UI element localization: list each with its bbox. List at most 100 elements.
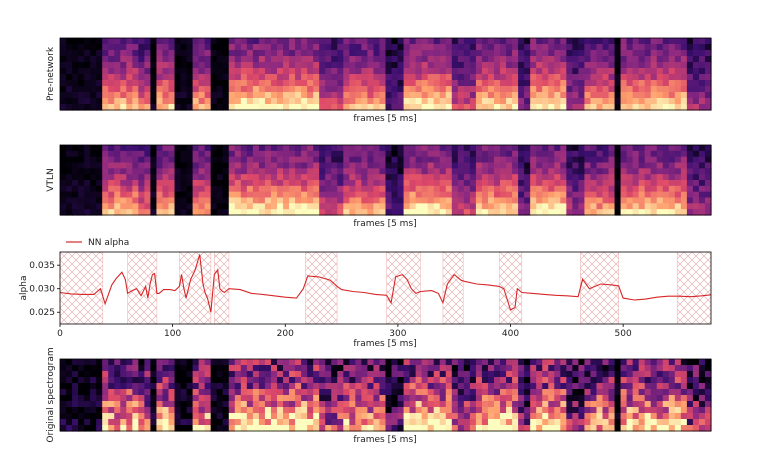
heatmap-cell [90,185,97,193]
heatmap-cell [427,162,435,169]
heatmap-cell [481,168,489,175]
heatmap-cell [313,383,320,390]
heatmap-cell [72,162,79,169]
heatmap-cell [439,62,447,69]
heatmap-cell [572,389,579,396]
heatmap-cell [662,203,670,210]
heatmap-cell [361,38,369,45]
heatmap-cell [126,180,133,187]
heatmap-cell [463,209,471,216]
heatmap-cell [427,371,435,378]
heatmap-cell [469,419,477,426]
heatmap-cell [126,185,133,193]
heatmap-cell [403,174,411,181]
heatmap-cell [114,156,121,164]
heatmap-cell [608,389,616,396]
heatmap-cell [78,38,85,45]
heatmap-cell [126,371,133,378]
heatmap-cell [355,185,362,193]
heatmap-cell [560,425,567,432]
heatmap-cell [252,209,260,216]
heatmap-cell [72,371,79,378]
heatmap-cell [578,191,586,199]
heatmap-cell [264,68,272,75]
x-ticks: 0 100 200 300 400 500 [57,324,632,339]
heatmap-cell [512,180,519,187]
heatmap-cell [385,44,393,51]
heatmap-cell [90,395,97,402]
heatmap-cell [698,180,706,187]
heatmap-cell [78,407,85,414]
heatmap-cell [180,407,188,414]
heatmap-cell [686,389,694,396]
heatmap-cell [120,92,127,99]
heatmap-cell [132,56,139,63]
heatmap-cell [102,197,109,204]
heatmap-cell [96,197,103,204]
heatmap-cell [180,359,188,366]
heatmap-cell [222,389,230,396]
heatmap-cell [246,371,254,378]
heatmap-cell [584,50,592,57]
heatmap-cell [349,62,356,69]
heatmap-cell [180,38,188,45]
heatmap-cell [475,401,483,408]
heatmap-cell [463,98,471,105]
heatmap-cell [78,191,85,199]
heatmap-cell [331,156,338,164]
heatmap-cell [108,162,115,169]
heatmap-cell [397,168,405,175]
heatmap-cell [319,38,326,45]
heatmap-cell [198,56,206,63]
heatmap-cell [662,168,670,175]
heatmap-cell [554,209,561,216]
heatmap-cell [138,419,145,426]
heatmap-cell [283,413,290,420]
heatmap-cell [421,401,429,408]
heatmap-cell [704,407,712,414]
heatmap-cell [590,365,598,372]
heatmap-cell [638,203,646,210]
heatmap-cell [385,92,393,99]
heatmap-cell [198,197,206,204]
heatmap-cell [415,156,423,164]
heatmap-cell [295,62,302,69]
heatmap-cell [644,191,652,199]
heatmap-cell [554,174,561,181]
heatmap-cell [295,377,302,384]
heatmap-cell [258,62,266,69]
heatmap-cell [307,401,314,408]
heatmap-cell [427,413,435,420]
heatmap-cell [391,68,399,75]
heatmap-cell [270,185,278,193]
heatmap-cell [674,150,682,158]
heatmap-cell [240,401,248,408]
heatmap-cell [403,62,411,69]
heatmap-cell [704,50,712,57]
heatmap-cell [228,395,236,402]
heatmap-cell [210,156,218,164]
heatmap-cell [656,413,664,420]
heatmap-cell [138,209,145,216]
heatmap-cell [234,359,242,366]
heatmap-cell [542,62,549,69]
heatmap-cell [96,168,103,175]
heatmap-cell [246,92,254,99]
heatmap-cell [180,180,188,187]
heatmap-cell [632,174,640,181]
heatmap-cell [668,180,676,187]
heatmap-cell [457,359,465,366]
heatmap-cell [174,185,182,193]
heatmap-cell [325,401,332,408]
heatmap-cell [307,38,314,45]
heatmap-cell [240,50,248,57]
heatmap-cell [674,371,682,378]
heatmap-cell [698,371,706,378]
heatmap-cell [439,185,447,193]
heatmap-cell [536,168,543,175]
heatmap-cell [295,80,302,87]
heatmap-cell [156,80,164,87]
heatmap-cell [602,74,610,81]
heatmap-cell [614,62,622,69]
